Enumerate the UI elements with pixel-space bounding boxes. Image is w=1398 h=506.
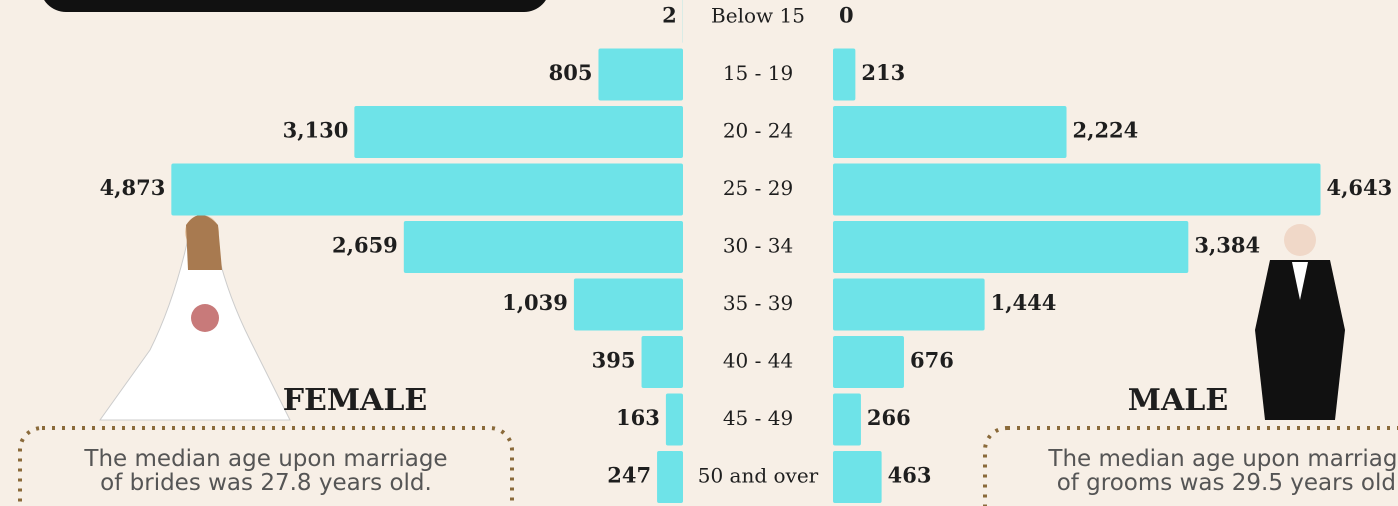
bar [171,164,683,216]
value-label: 2,224 [1073,118,1139,143]
value-label: 213 [861,60,905,85]
value-label: 0 [839,3,854,28]
note-text: of grooms was 29.5 years old. [1057,470,1398,496]
bar [574,279,683,331]
bar [833,221,1188,273]
value-label: 163 [616,405,660,430]
category-label: 15 - 19 [723,61,793,85]
bar [833,49,855,101]
value-label: 247 [607,463,651,488]
category-label: 30 - 34 [723,234,793,258]
bar [833,164,1321,216]
value-label: 1,039 [502,290,568,315]
groom-illustration [1255,224,1345,420]
category-label: 25 - 29 [723,176,793,200]
value-label: 395 [592,348,636,373]
legend-label: MALE [1128,383,1228,418]
category-label: 50 and over [698,464,819,488]
value-label: 1,444 [991,290,1057,315]
bar [657,451,683,503]
bar [404,221,683,273]
bar [833,336,904,388]
bar [833,451,882,503]
bar [833,106,1067,158]
bride-illustration [100,215,290,420]
header-box [40,0,550,12]
value-label: 2 [662,3,677,28]
bar [666,394,683,446]
category-label: 45 - 49 [723,406,793,430]
value-label: 805 [549,60,593,85]
value-label: 3,130 [283,118,349,143]
value-label: 4,643 [1327,175,1393,200]
bar [642,336,683,388]
bar [598,49,683,101]
note-text: of brides was 27.8 years old. [100,470,432,496]
chart: Below 15 2 0 15 - 19 805 213 20 - 24 3,130 2,224… [0,0,1398,506]
value-label: 2,659 [332,233,398,258]
bar [833,279,985,331]
note-text: The median age upon marriage [1047,446,1398,472]
category-label: Below 15 [711,4,805,28]
bar [354,106,683,158]
note-text: The median age upon marriage [83,446,447,472]
bar [833,394,861,446]
value-label: 3,384 [1194,233,1260,258]
value-label: 676 [910,348,954,373]
value-label: 4,873 [100,175,166,200]
category-label: 35 - 39 [723,291,793,315]
value-label: 266 [867,405,911,430]
category-label: 40 - 44 [723,349,793,373]
value-label: 463 [888,463,932,488]
category-label: 20 - 24 [723,119,793,143]
legend-label: FEMALE [283,383,428,418]
